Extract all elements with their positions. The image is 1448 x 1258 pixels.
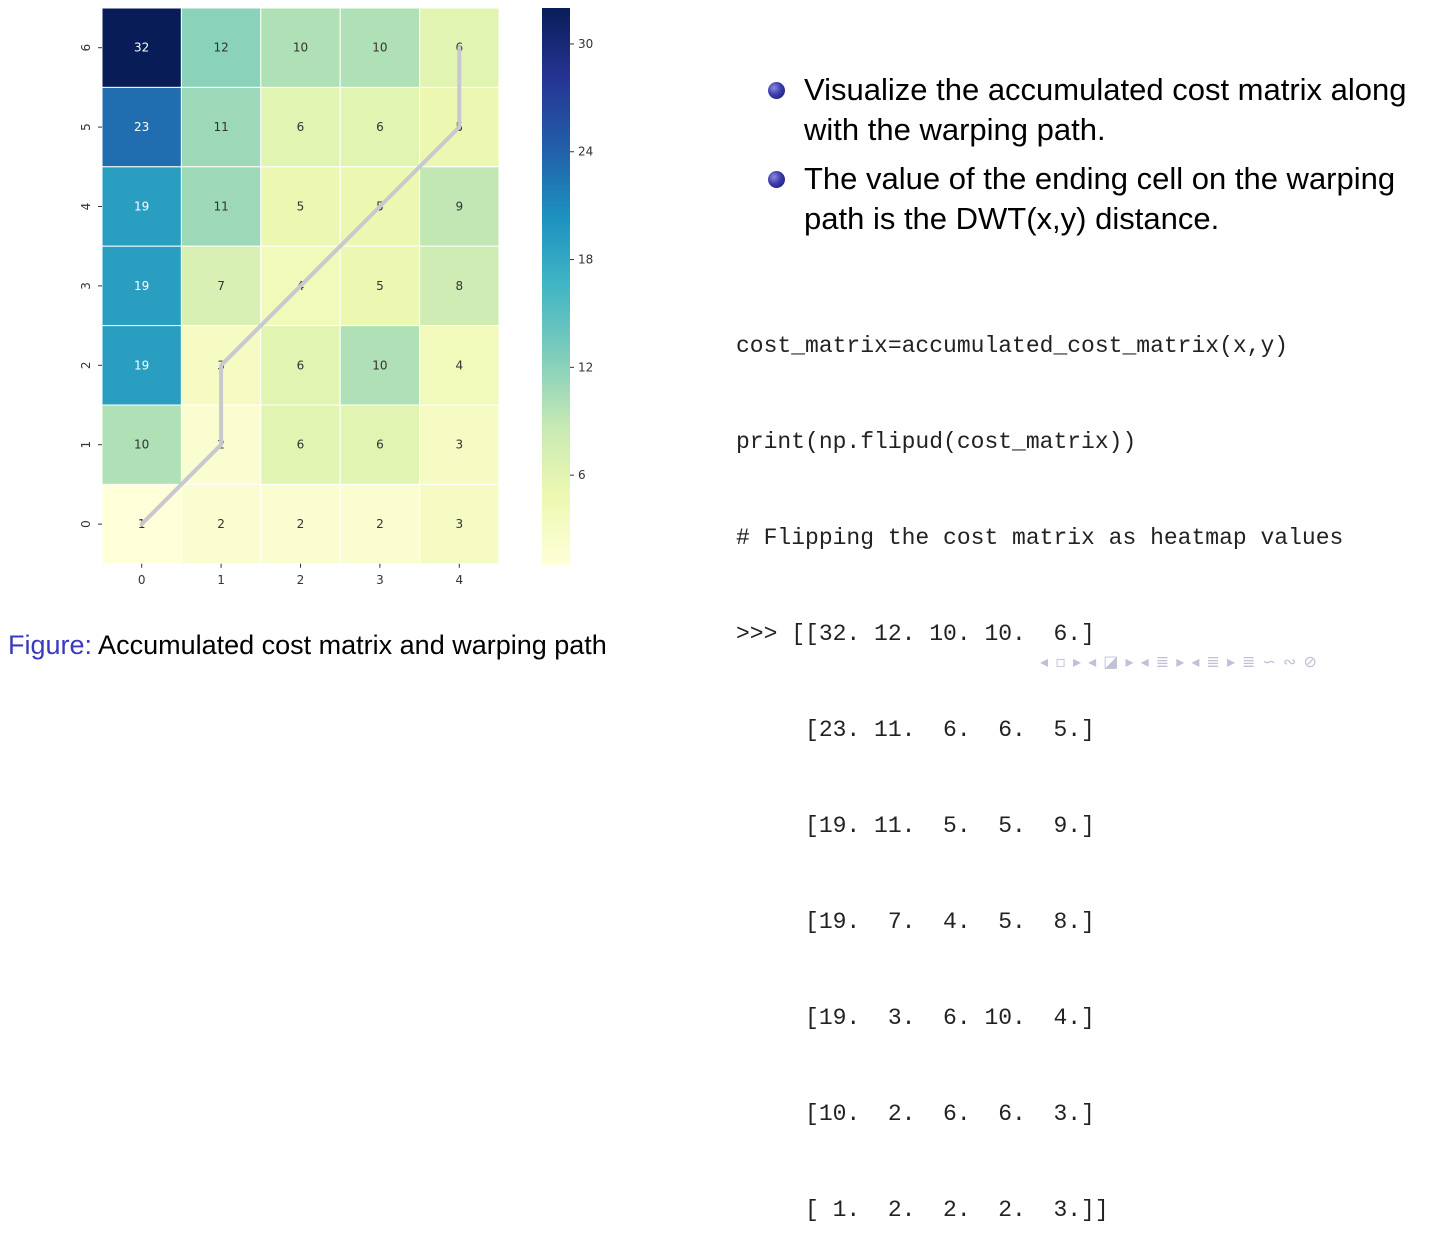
- y-tick-label: 6: [79, 44, 93, 52]
- cell-value-label: 3: [455, 438, 463, 452]
- slide-navigation-bar[interactable]: ◂ ▫ ▸ ◂ ◪ ▸ ◂ ≣ ▸ ◂ ≣ ▸ ≣ ∽ ∾ ⊘: [1040, 652, 1318, 671]
- cell-value-label: 5: [297, 200, 305, 214]
- heatmap-cell: [419, 245, 500, 327]
- colorbar-tick-label: 30: [578, 37, 593, 51]
- heatmap-cell: [419, 483, 500, 565]
- bullet-item-ending-cell: The value of the ending cell on the warp…: [768, 159, 1428, 239]
- colorbar-tick-label: 6: [578, 468, 586, 482]
- heatmap-cell: [339, 86, 421, 168]
- heatmap-cell: [101, 166, 182, 247]
- y-tick-label: 3: [79, 282, 93, 290]
- colorbar-tick-label: 12: [578, 360, 593, 374]
- heatmap-cell: [419, 404, 500, 485]
- code-line: >>> [[32. 12. 10. 10. 6.]: [736, 621, 1095, 647]
- cell-value-label: 6: [376, 120, 384, 134]
- colorbar: [542, 8, 570, 565]
- figure-label: Figure:: [8, 630, 93, 660]
- code-line: [23. 11. 6. 6. 5.]: [736, 717, 1095, 743]
- code-line: [10. 2. 6. 6. 3.]: [736, 1101, 1095, 1127]
- cell-value-label: 10: [372, 41, 387, 55]
- cell-value-label: 10: [372, 358, 387, 372]
- cell-value-label: 19: [134, 358, 149, 372]
- heatmap-cell: [101, 7, 182, 88]
- code-line: cost_matrix=accumulated_cost_matrix(x,y): [736, 333, 1289, 359]
- x-tick-label: 4: [455, 573, 463, 587]
- y-tick-label: 0: [79, 520, 93, 528]
- cell-value-label: 19: [134, 279, 149, 293]
- colorbar-tick-label: 18: [578, 253, 593, 267]
- bullet-item-visualize: Visualize the accumulated cost matrix al…: [768, 70, 1428, 150]
- code-line: # Flipping the cost matrix as heatmap va…: [736, 525, 1344, 551]
- x-tick-label: 3: [376, 573, 384, 587]
- heatmap-cell: [339, 483, 421, 565]
- cell-value-label: 6: [297, 438, 305, 452]
- y-tick-label: 4: [79, 203, 93, 211]
- x-tick-label: 1: [217, 573, 225, 587]
- bullet-dot-icon: [768, 82, 785, 99]
- cell-value-label: 5: [376, 279, 384, 293]
- cell-value-label: 6: [297, 358, 305, 372]
- bullet-text: The value of the ending cell on the warp…: [804, 161, 1396, 236]
- cell-value-label: 11: [213, 200, 228, 214]
- colorbar-tick-label: 24: [578, 145, 593, 159]
- cell-value-label: 2: [217, 517, 225, 531]
- heatmap-cell: [260, 86, 341, 168]
- cell-value-label: 7: [217, 279, 225, 293]
- x-tick-label: 0: [138, 573, 146, 587]
- heatmap-cell: [101, 325, 182, 406]
- y-tick-label: 5: [79, 123, 93, 131]
- cell-value-label: 3: [455, 517, 463, 531]
- cell-value-label: 8: [455, 279, 463, 293]
- cell-value-label: 11: [213, 120, 228, 134]
- code-line: [19. 11. 5. 5. 9.]: [736, 813, 1095, 839]
- cell-value-label: 12: [213, 41, 228, 55]
- heatmap-cell: [180, 7, 262, 88]
- heatmap-cell: [180, 166, 262, 247]
- cell-value-label: 19: [134, 200, 149, 214]
- cell-value-label: 2: [376, 517, 384, 531]
- code-line: [19. 7. 4. 5. 8.]: [736, 909, 1095, 935]
- bullet-list: Visualize the accumulated cost matrix al…: [768, 70, 1428, 248]
- code-line: [19. 3. 6. 10. 4.]: [736, 1005, 1095, 1031]
- code-block: cost_matrix=accumulated_cost_matrix(x,y)…: [736, 266, 1343, 1258]
- cell-value-label: 4: [455, 358, 463, 372]
- code-line: [ 1. 2. 2. 2. 3.]]: [736, 1197, 1109, 1223]
- heatmap-cell: [260, 483, 341, 565]
- bullet-text: Visualize the accumulated cost matrix al…: [804, 72, 1407, 147]
- cell-value-label: 10: [293, 41, 308, 55]
- x-tick-label: 2: [297, 573, 305, 587]
- heatmap-cell: [339, 325, 421, 406]
- heatmap-cell: [260, 7, 341, 88]
- cell-value-label: 9: [455, 200, 463, 214]
- code-line: print(np.flipud(cost_matrix)): [736, 429, 1137, 455]
- y-tick-label: 2: [79, 361, 93, 369]
- warping-path-line: [139, 45, 462, 527]
- cell-value-label: 6: [376, 438, 384, 452]
- y-tick-label: 1: [79, 441, 93, 449]
- cell-value-label: 32: [134, 41, 149, 55]
- figure-caption-text: Accumulated cost matrix and warping path: [92, 630, 607, 660]
- heatmap-cell: [339, 7, 421, 88]
- cell-value-label: 2: [297, 517, 305, 531]
- cell-value-label: 10: [134, 438, 149, 452]
- cell-value-label: 23: [134, 120, 149, 134]
- cell-value-label: 6: [297, 120, 305, 134]
- figure-caption: Figure: Accumulated cost matrix and warp…: [8, 630, 607, 661]
- heatmap-cell: [419, 166, 500, 247]
- bullet-dot-icon: [768, 171, 785, 188]
- heatmap-cell: [419, 325, 500, 406]
